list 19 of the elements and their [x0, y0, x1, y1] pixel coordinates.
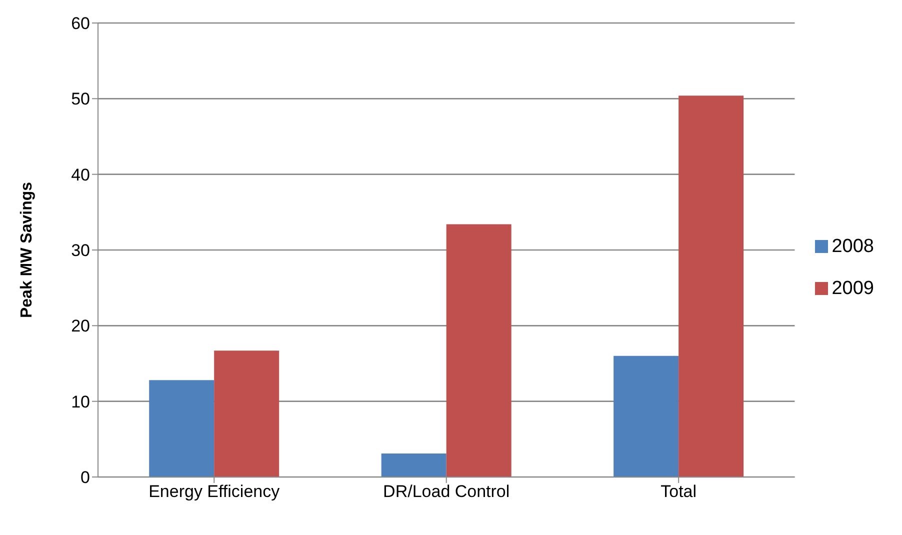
bar [149, 380, 214, 477]
bar [678, 96, 744, 477]
y-tick-label: 0 [80, 468, 90, 488]
x-tick-label: DR/Load Control [383, 482, 510, 502]
y-axis-title: Peak MW Savings [18, 182, 36, 318]
y-tick-label: 20 [71, 316, 90, 336]
y-tick-label: 60 [71, 14, 90, 34]
y-tick-label: 50 [71, 90, 90, 109]
bar [446, 224, 512, 477]
y-tick-label: 40 [71, 165, 90, 184]
bar [614, 356, 679, 477]
legend-label: 2009 [832, 278, 874, 298]
y-tick-label: 30 [71, 241, 90, 260]
legend-label: 2008 [832, 236, 874, 256]
bar [214, 350, 280, 477]
x-tick-label: Total [660, 482, 697, 502]
x-tick-label: Energy Efficiency [148, 482, 280, 502]
y-tick-label: 10 [71, 392, 90, 412]
bar [381, 454, 446, 477]
